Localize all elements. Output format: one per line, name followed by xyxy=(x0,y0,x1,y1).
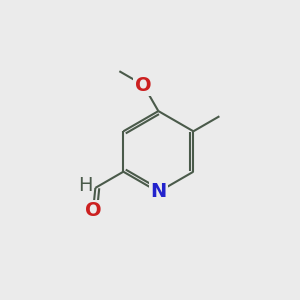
Text: O: O xyxy=(135,76,152,94)
Text: H: H xyxy=(78,176,92,195)
Text: N: N xyxy=(150,182,167,201)
Text: O: O xyxy=(85,202,101,220)
